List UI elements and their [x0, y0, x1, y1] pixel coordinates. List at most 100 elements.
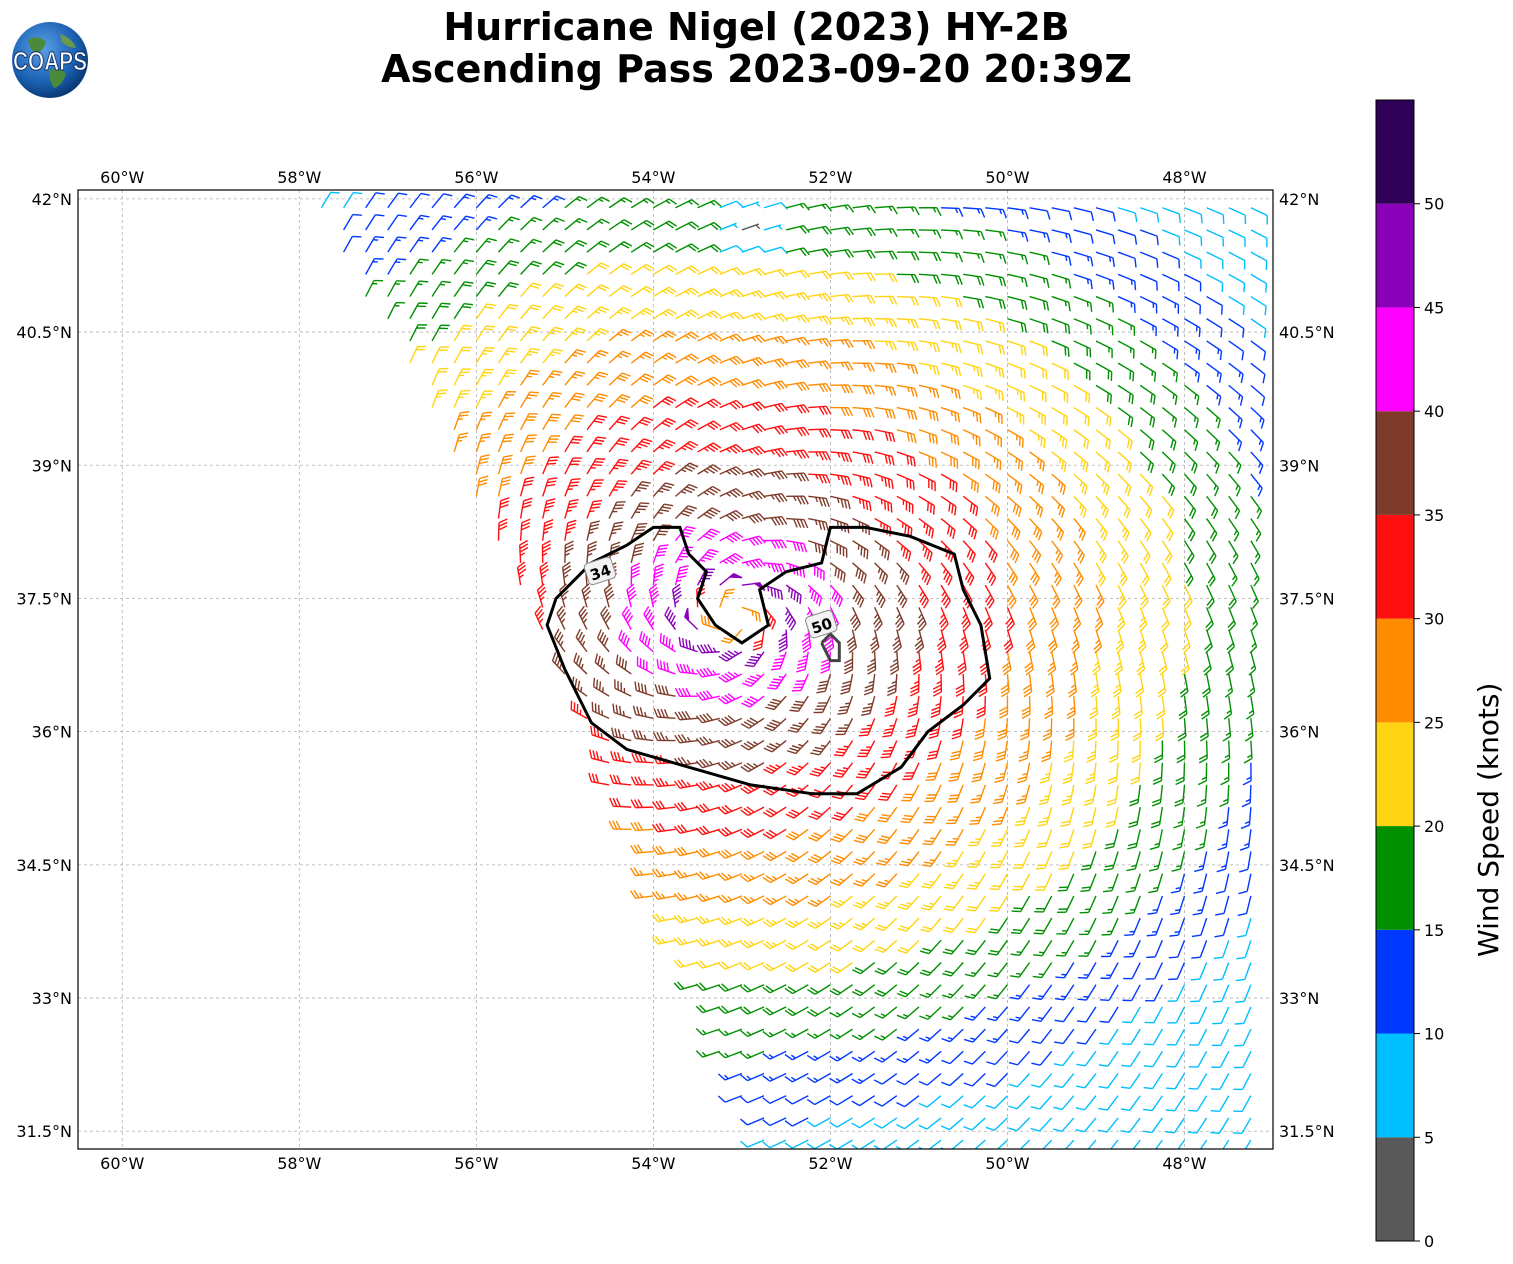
wind-barb — [1228, 562, 1238, 587]
wind-barb — [943, 895, 964, 912]
wind-barb — [963, 1028, 986, 1043]
wind-barb — [1051, 207, 1073, 221]
wind-barb — [785, 269, 810, 279]
wind-barb — [918, 340, 941, 353]
wind-barb — [830, 851, 854, 865]
wind-barb — [1250, 362, 1266, 384]
wind-barb — [653, 198, 677, 209]
wind-barb — [475, 303, 496, 320]
wind-barb — [1073, 429, 1090, 450]
wind-barb — [1063, 740, 1075, 763]
wind-barb — [1054, 1006, 1075, 1023]
wind-barb — [808, 495, 830, 508]
wind-barb — [829, 939, 853, 952]
wind-barb — [853, 851, 876, 866]
wind-barb — [873, 1095, 898, 1107]
wind-barb — [1139, 229, 1159, 246]
wind-barb — [1055, 939, 1075, 957]
wind-barb — [586, 393, 608, 409]
wind-barb — [520, 216, 543, 231]
wind-barb — [1051, 295, 1071, 312]
wind-barb — [575, 628, 588, 653]
wind-barb — [896, 362, 919, 375]
wind-barb — [763, 246, 788, 255]
wind-barb — [365, 279, 384, 297]
wind-barb — [475, 432, 492, 453]
wind-barb — [785, 850, 809, 863]
wind-barb — [1051, 229, 1072, 244]
wind-barb — [874, 984, 898, 997]
title-line-1: Hurricane Nigel (2023) HY-2B — [443, 5, 1070, 49]
wind-barb — [1131, 740, 1141, 764]
wind-barb — [453, 259, 475, 275]
wind-barb — [652, 544, 669, 564]
wind-barb — [1161, 451, 1176, 474]
wind-barb — [1244, 718, 1254, 742]
wind-barb — [1059, 829, 1075, 849]
wind-barb — [844, 651, 854, 675]
wind-barb — [1183, 540, 1195, 565]
wind-barb — [1206, 229, 1225, 247]
wind-barb — [986, 1028, 1008, 1044]
wind-barb — [1006, 584, 1017, 609]
wind-barb — [1132, 718, 1142, 742]
wind-barb — [902, 762, 920, 781]
wind-barb — [1031, 1028, 1053, 1044]
wind-barb — [762, 984, 787, 994]
wind-barb — [830, 384, 854, 394]
wind-barb — [1095, 362, 1113, 381]
wind-barb — [784, 606, 797, 631]
wind-barb — [994, 762, 1009, 783]
wind-barb — [1139, 540, 1151, 564]
wind-barb — [1161, 584, 1171, 609]
colorbar-bin — [1376, 618, 1414, 723]
wind-barb — [1025, 629, 1036, 654]
wind-barb — [955, 673, 965, 697]
wind-barb — [919, 984, 942, 998]
wind-barb — [962, 495, 979, 517]
wind-barb — [630, 821, 654, 832]
wind-barb — [695, 1050, 720, 1058]
wind-barb — [1153, 740, 1164, 764]
wind-barb — [940, 1139, 964, 1149]
wind-barb — [1007, 229, 1029, 242]
wind-barb — [1158, 651, 1168, 676]
wind-barb — [962, 473, 980, 493]
wind-barb — [874, 228, 898, 237]
wind-barb — [1191, 940, 1208, 959]
wind-barb — [830, 451, 853, 463]
wind-barb — [573, 652, 588, 675]
wind-barb — [763, 224, 783, 231]
wind-barb — [1095, 562, 1106, 587]
wind-barb — [1053, 1073, 1075, 1089]
wind-barb — [1171, 851, 1186, 872]
wind-barb — [741, 606, 761, 623]
wind-barb — [697, 354, 722, 365]
wind-barb — [719, 333, 744, 342]
wind-barb — [1051, 429, 1068, 449]
wind-barb — [808, 473, 831, 484]
wind-barb — [892, 629, 902, 654]
wind-barb — [431, 389, 448, 408]
wind-barb — [963, 1095, 986, 1109]
wind-barb — [630, 416, 654, 431]
wind-barb — [741, 267, 766, 277]
wind-barb — [896, 340, 919, 352]
wind-barb — [896, 429, 917, 444]
wind-barb — [919, 962, 942, 977]
wind-barb — [1029, 362, 1048, 380]
wind-barb — [718, 671, 743, 683]
wind-barb — [1190, 984, 1208, 1003]
wind-barb — [673, 801, 698, 812]
wind-barb — [1086, 740, 1097, 763]
wind-barb — [409, 280, 429, 297]
wind-barb — [1044, 696, 1054, 720]
wind-barb — [497, 216, 520, 231]
wind-barb — [695, 712, 720, 724]
wind-barb — [874, 473, 894, 489]
wind-barb — [629, 867, 654, 877]
wind-barb — [896, 1095, 920, 1108]
wind-barb — [985, 406, 1003, 424]
wind-barb — [763, 380, 788, 391]
wind-barb — [986, 1006, 1008, 1022]
